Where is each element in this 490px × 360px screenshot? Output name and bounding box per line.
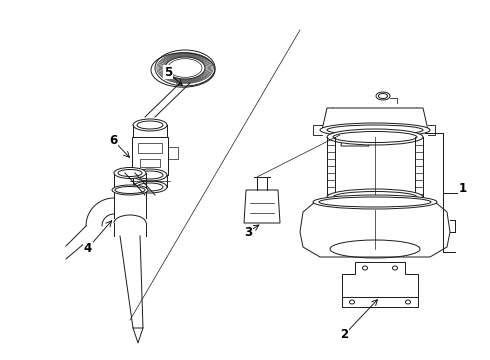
- Text: 2: 2: [340, 328, 348, 342]
- Bar: [140, 159, 160, 167]
- Ellipse shape: [327, 189, 423, 205]
- Text: 5: 5: [164, 66, 172, 78]
- Polygon shape: [341, 132, 369, 146]
- Ellipse shape: [313, 195, 437, 209]
- Bar: [168, 147, 178, 159]
- Polygon shape: [244, 190, 280, 223]
- Ellipse shape: [320, 123, 430, 137]
- Ellipse shape: [112, 185, 148, 195]
- Ellipse shape: [133, 181, 167, 193]
- Ellipse shape: [155, 50, 215, 86]
- Bar: [138, 143, 162, 153]
- Polygon shape: [342, 262, 418, 297]
- Polygon shape: [300, 202, 450, 257]
- Ellipse shape: [327, 129, 423, 145]
- Text: 6: 6: [109, 134, 117, 147]
- Text: 4: 4: [84, 242, 92, 255]
- Bar: [342, 297, 418, 307]
- Polygon shape: [322, 108, 428, 130]
- Text: 1: 1: [459, 181, 467, 194]
- Ellipse shape: [133, 169, 167, 181]
- Ellipse shape: [133, 119, 167, 131]
- Text: 3: 3: [244, 225, 252, 239]
- Bar: [132, 137, 168, 175]
- Ellipse shape: [114, 167, 146, 179]
